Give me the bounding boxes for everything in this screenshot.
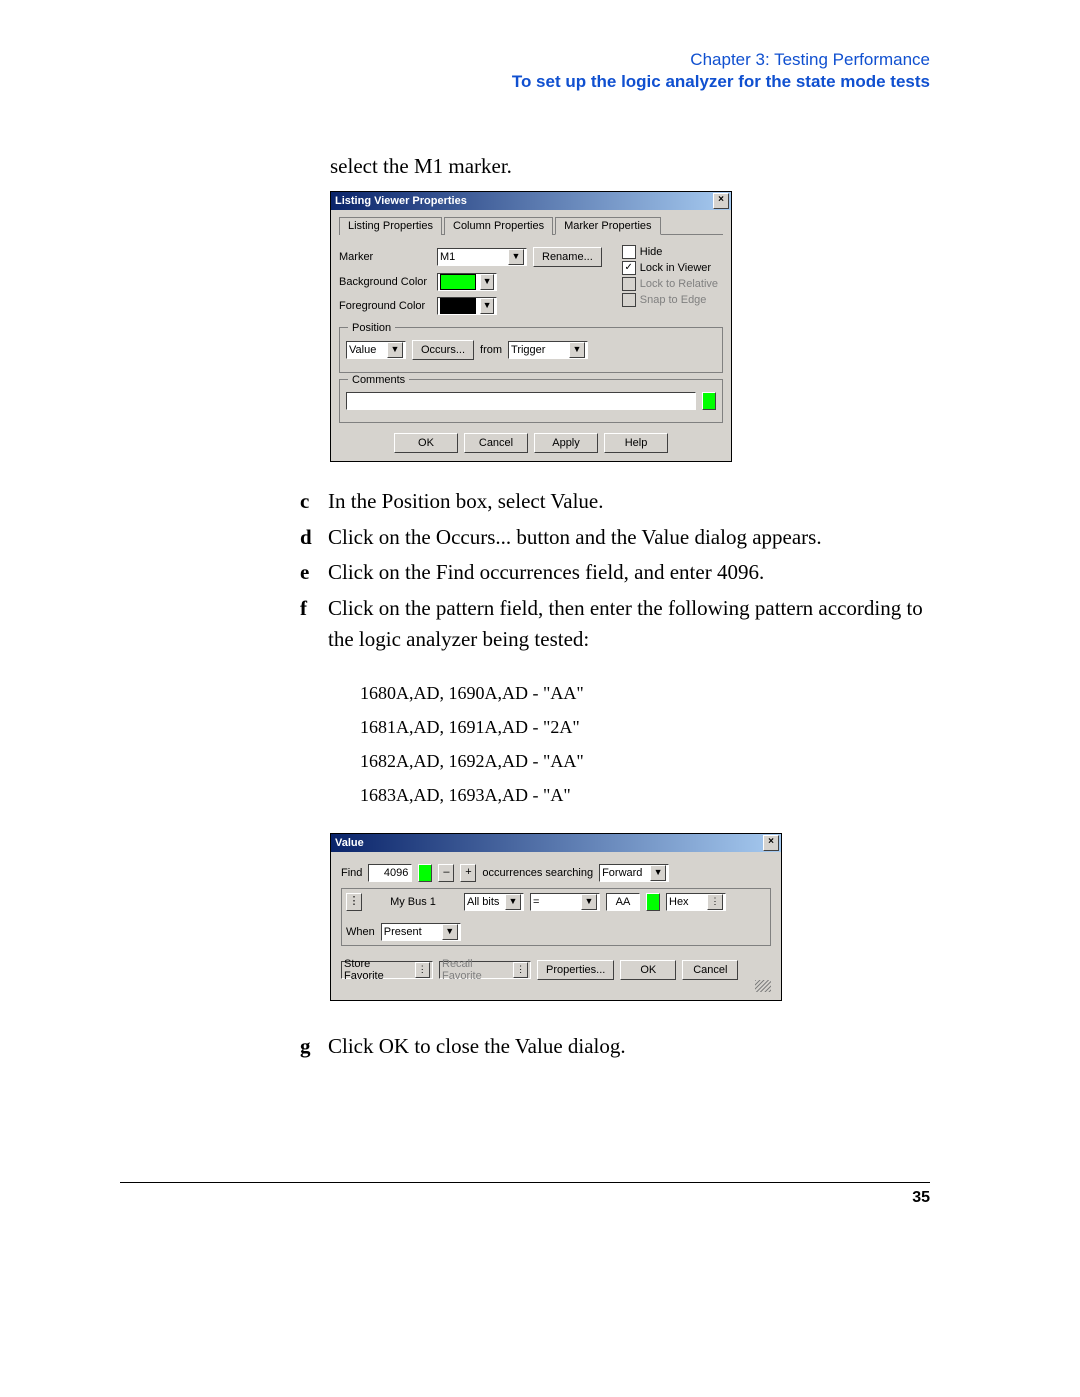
position-value-select[interactable]: Value▼ bbox=[346, 341, 406, 359]
close-icon[interactable]: × bbox=[763, 835, 779, 851]
comments-input[interactable] bbox=[346, 392, 696, 410]
find-label: Find bbox=[341, 867, 362, 879]
base-select[interactable]: Hex⋮ bbox=[666, 893, 726, 911]
lock-relative-checkbox bbox=[622, 277, 636, 291]
listing-viewer-properties-dialog: Listing Viewer Properties × Listing Prop… bbox=[330, 191, 732, 462]
intro-text: select the M1 marker. bbox=[330, 152, 930, 181]
ok-button[interactable]: OK bbox=[394, 433, 458, 453]
operator-select[interactable]: =▼ bbox=[530, 893, 600, 911]
increment-button[interactable]: + bbox=[460, 864, 476, 882]
bg-color-swatch bbox=[440, 274, 476, 290]
step-marker: g bbox=[300, 1031, 328, 1063]
fg-color-label: Foreground Color bbox=[339, 300, 431, 312]
bus-label: My Bus 1 bbox=[368, 896, 458, 908]
chapter-title: Chapter 3: Testing Performance bbox=[450, 50, 930, 70]
pattern-color-button[interactable] bbox=[646, 893, 660, 911]
from-label: from bbox=[480, 344, 502, 356]
when-select[interactable]: Present▼ bbox=[381, 923, 461, 941]
help-button[interactable]: Help bbox=[604, 433, 668, 453]
properties-button[interactable]: Properties... bbox=[537, 960, 614, 980]
section-subtitle: To set up the logic analyzer for the sta… bbox=[450, 72, 930, 92]
hide-checkbox[interactable] bbox=[622, 245, 636, 259]
resize-grip-icon[interactable] bbox=[755, 980, 771, 992]
cancel-button[interactable]: Cancel bbox=[682, 960, 738, 980]
ok-button[interactable]: OK bbox=[620, 960, 676, 980]
snap-edge-checkbox bbox=[622, 293, 636, 307]
comments-legend: Comments bbox=[348, 374, 409, 386]
snap-edge-label: Snap to Edge bbox=[640, 294, 707, 306]
when-label: When bbox=[346, 926, 375, 938]
position-legend: Position bbox=[348, 322, 395, 334]
tab-listing-properties[interactable]: Listing Properties bbox=[339, 217, 442, 235]
options-icon[interactable]: ⋮ bbox=[346, 893, 362, 911]
dialog-title: Value bbox=[335, 837, 364, 849]
hide-label: Hide bbox=[640, 246, 663, 258]
close-icon[interactable]: × bbox=[713, 193, 729, 209]
pattern-line: 1682A,AD, 1692A,AD - "AA" bbox=[360, 744, 930, 778]
rename-button[interactable]: Rename... bbox=[533, 247, 602, 267]
direction-select[interactable]: Forward▼ bbox=[599, 864, 669, 882]
tab-marker-properties[interactable]: Marker Properties bbox=[555, 217, 660, 235]
lock-viewer-label: Lock in Viewer bbox=[640, 262, 711, 274]
allbits-select[interactable]: All bits▼ bbox=[464, 893, 524, 911]
lock-viewer-checkbox[interactable]: ✓ bbox=[622, 261, 636, 275]
tab-column-properties[interactable]: Column Properties bbox=[444, 217, 553, 235]
fg-color-swatch bbox=[440, 298, 476, 314]
step-e: Click on the Find occurrences field, and… bbox=[328, 557, 764, 589]
step-f: Click on the pattern field, then enter t… bbox=[328, 593, 930, 656]
cancel-button[interactable]: Cancel bbox=[464, 433, 528, 453]
step-c: In the Position box, select Value. bbox=[328, 486, 604, 518]
bg-color-label: Background Color bbox=[339, 276, 431, 288]
occurrences-label: occurrences searching bbox=[482, 867, 593, 879]
pattern-line: 1683A,AD, 1693A,AD - "A" bbox=[360, 778, 930, 812]
from-select[interactable]: Trigger▼ bbox=[508, 341, 588, 359]
marker-select[interactable]: M1▼ bbox=[437, 248, 527, 266]
step-marker: f bbox=[300, 593, 328, 656]
step-g: Click OK to close the Value dialog. bbox=[328, 1031, 626, 1063]
step-marker: e bbox=[300, 557, 328, 589]
value-dialog: Value × Find – + occurrences searching F… bbox=[330, 833, 782, 1001]
pattern-line: 1681A,AD, 1691A,AD - "2A" bbox=[360, 710, 930, 744]
find-color-button[interactable] bbox=[418, 864, 432, 882]
pattern-input[interactable] bbox=[606, 893, 640, 911]
apply-button[interactable]: Apply bbox=[534, 433, 598, 453]
dialog-title: Listing Viewer Properties bbox=[335, 195, 467, 207]
find-occurrences-input[interactable] bbox=[368, 864, 412, 882]
step-marker: d bbox=[300, 522, 328, 554]
marker-label: Marker bbox=[339, 251, 431, 263]
step-marker: c bbox=[300, 486, 328, 518]
decrement-button[interactable]: – bbox=[438, 864, 454, 882]
lock-relative-label: Lock to Relative bbox=[640, 278, 718, 290]
pattern-line: 1680A,AD, 1690A,AD - "AA" bbox=[360, 676, 930, 710]
store-favorite-button[interactable]: Store Favorite⋮ bbox=[341, 961, 433, 979]
page-number: 35 bbox=[120, 1182, 930, 1207]
fg-color-select[interactable]: ▼ bbox=[437, 297, 497, 315]
occurs-button[interactable]: Occurs... bbox=[412, 340, 474, 360]
recall-favorite-button: Recall Favorite⋮ bbox=[439, 961, 531, 979]
comments-color-button[interactable] bbox=[702, 392, 716, 410]
step-d: Click on the Occurs... button and the Va… bbox=[328, 522, 822, 554]
bg-color-select[interactable]: ▼ bbox=[437, 273, 497, 291]
